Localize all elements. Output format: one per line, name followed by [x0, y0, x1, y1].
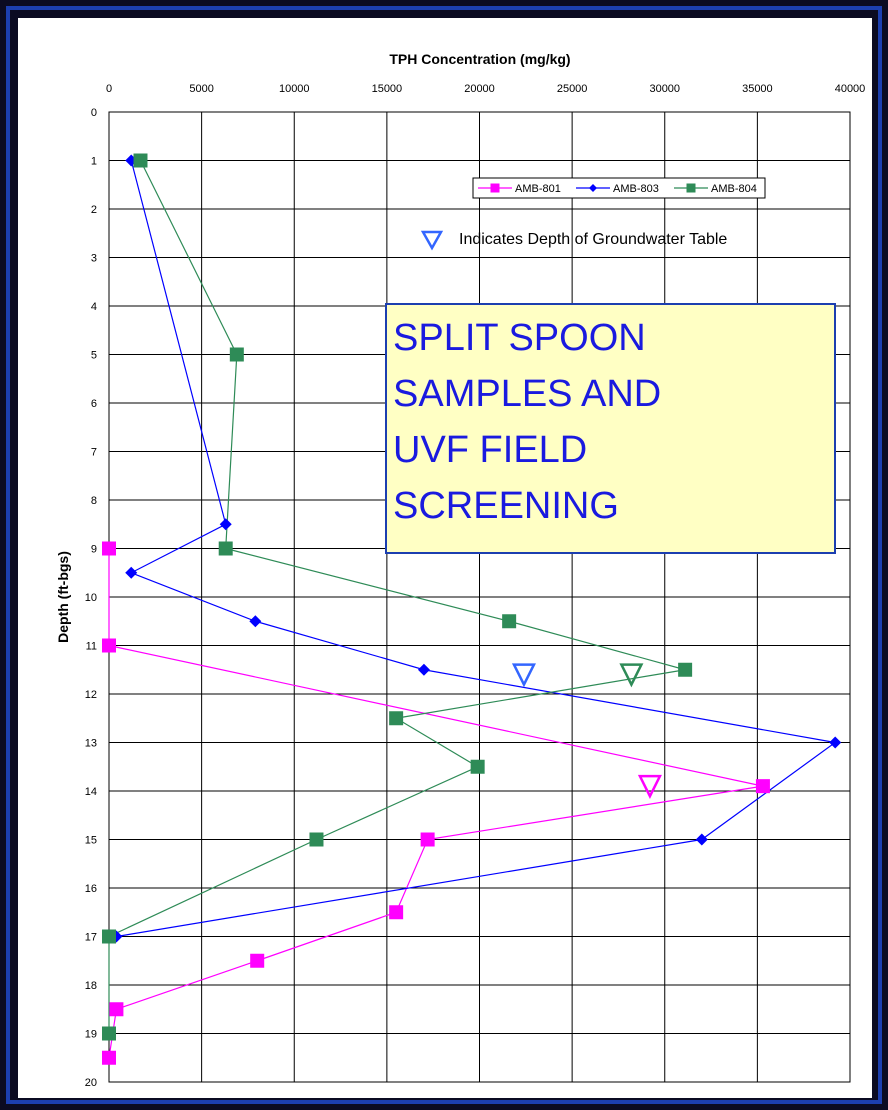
x-tick-label: 35000: [742, 83, 773, 95]
point: [755, 779, 770, 794]
y-tick-label: 15: [85, 835, 97, 847]
x-tick-label: 0: [106, 83, 112, 95]
legend-marker: [686, 183, 696, 193]
point: [249, 615, 262, 628]
x-tick-label: 25000: [557, 83, 588, 95]
point: [109, 1002, 124, 1017]
series-line: [108, 548, 764, 1058]
y-tick-label: 19: [85, 1029, 97, 1041]
y-tick-label: 17: [85, 932, 97, 944]
point: [218, 541, 233, 556]
y-tick-label: 1: [91, 156, 97, 168]
series-line: [108, 160, 686, 1034]
legend-label: AMB-804: [711, 183, 757, 195]
y-tick-label: 13: [85, 738, 97, 750]
groundwater-marker: [637, 774, 662, 799]
point: [125, 566, 138, 579]
y-tick-label: 9: [91, 544, 97, 556]
point: [829, 736, 842, 749]
callout-text: UVF FIELD: [393, 429, 587, 471]
point: [389, 905, 404, 920]
y-tick-label: 14: [85, 786, 97, 798]
point: [502, 614, 517, 629]
callout-box: [385, 303, 836, 554]
point: [678, 662, 693, 677]
point: [102, 638, 116, 653]
point: [250, 953, 265, 968]
groundwater-marker: [511, 663, 536, 688]
point: [420, 832, 435, 847]
x-axis-title: TPH Concentration (mg/kg): [389, 51, 570, 67]
y-tick-label: 6: [91, 398, 97, 410]
x-tick-label: 15000: [372, 83, 403, 95]
point: [102, 541, 116, 556]
callout-text: SPLIT SPOON: [393, 317, 646, 359]
y-tick-label: 3: [91, 253, 97, 265]
x-tick-label: 5000: [189, 83, 213, 95]
y-tick-label: 5: [91, 350, 97, 362]
point: [102, 1026, 116, 1041]
y-tick-label: 2: [91, 204, 97, 216]
y-tick-label: 7: [91, 447, 97, 459]
y-tick-label: 20: [85, 1077, 97, 1089]
point: [219, 518, 232, 531]
y-tick-label: 12: [85, 689, 97, 701]
callout-text: SAMPLES AND: [393, 373, 661, 415]
y-tick-label: 10: [85, 592, 97, 604]
legend-box: [472, 177, 766, 199]
y-tick-label: 8: [91, 495, 97, 507]
callout-text: SCREENING: [393, 485, 619, 527]
point: [133, 153, 148, 168]
y-tick-label: 0: [91, 107, 97, 119]
point: [102, 929, 116, 944]
legend-marker: [490, 183, 500, 193]
y-tick-label: 18: [85, 980, 97, 992]
groundwater-marker: [619, 663, 644, 688]
x-tick-label: 30000: [649, 83, 680, 95]
y-tick-label: 11: [86, 641, 97, 653]
point: [229, 347, 244, 362]
frame: [6, 6, 882, 1104]
groundwater-note: Indicates Depth of Groundwater Table: [459, 231, 727, 248]
legend-label: AMB-801: [515, 183, 561, 195]
series-line: [116, 160, 837, 938]
y-axis-title: Depth (ft-bgs): [55, 551, 71, 643]
point: [309, 832, 324, 847]
point: [389, 711, 404, 726]
point: [470, 759, 485, 774]
legend-label: AMB-803: [613, 183, 659, 195]
x-tick-label: 20000: [464, 83, 495, 95]
legend-marker: [589, 184, 597, 192]
x-tick-label: 40000: [835, 83, 866, 95]
point: [417, 663, 430, 676]
point: [695, 833, 708, 846]
y-tick-label: 4: [91, 301, 97, 313]
y-tick-label: 16: [85, 883, 97, 895]
groundwater-legend-icon: [420, 230, 444, 251]
x-tick-label: 10000: [279, 83, 310, 95]
point: [102, 1050, 116, 1065]
